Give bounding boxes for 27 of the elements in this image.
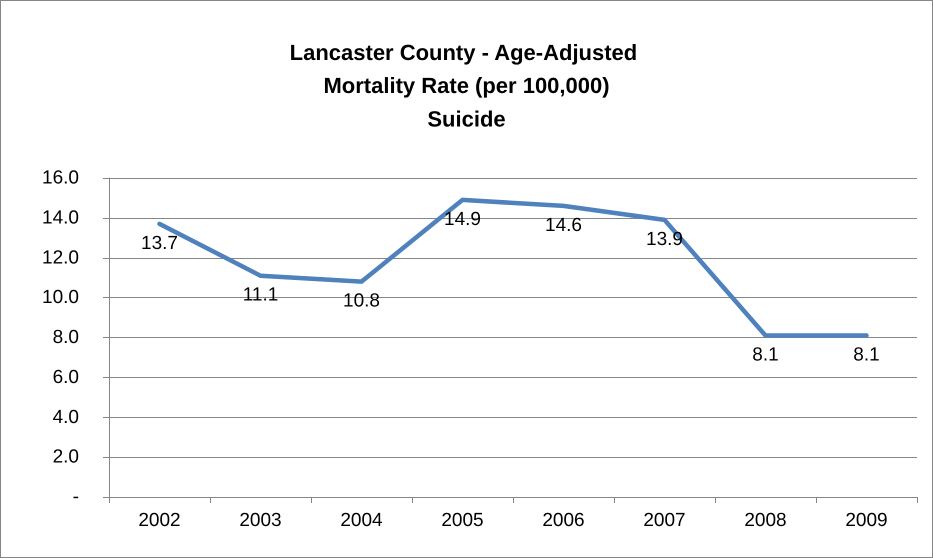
x-tick-label: 2004 [340, 510, 384, 531]
y-tick-label: 12.0 [42, 247, 79, 268]
data-label: 11.1 [242, 284, 278, 306]
y-tick-label: 10.0 [42, 287, 79, 308]
y-tick-label: 4.0 [52, 406, 79, 428]
data-label: 10.8 [343, 290, 380, 312]
chart-title: Lancaster County - Age-Adjusted Mortality Rate (per 100,000) [290, 40, 644, 98]
x-tick-label: 2005 [441, 510, 484, 531]
y-tick-label: - [72, 486, 79, 508]
data-label: 13.7 [141, 232, 178, 254]
y-tick-label: 14.0 [42, 207, 79, 228]
data-label: 8.1 [853, 344, 880, 366]
y-tick-label: 2.0 [52, 446, 79, 468]
data-label: 14.9 [444, 208, 481, 230]
x-tick-label: 2006 [542, 510, 585, 531]
y-tick-label: 6.0 [52, 366, 79, 388]
x-tick-label: 2009 [845, 510, 888, 531]
x-tick-label: 2003 [239, 510, 282, 531]
x-tick-label: 2002 [138, 510, 181, 531]
x-tick-label: 2008 [744, 510, 787, 531]
data-label: 14.6 [545, 214, 582, 236]
y-tick-label: 8.0 [52, 327, 79, 348]
y-tick-label: 16.0 [42, 168, 79, 188]
x-tick-label: 2007 [643, 510, 686, 531]
data-label: 8.1 [752, 344, 779, 366]
data-label: 13.9 [646, 228, 683, 250]
chart-subtitle: Suicide [427, 106, 506, 132]
